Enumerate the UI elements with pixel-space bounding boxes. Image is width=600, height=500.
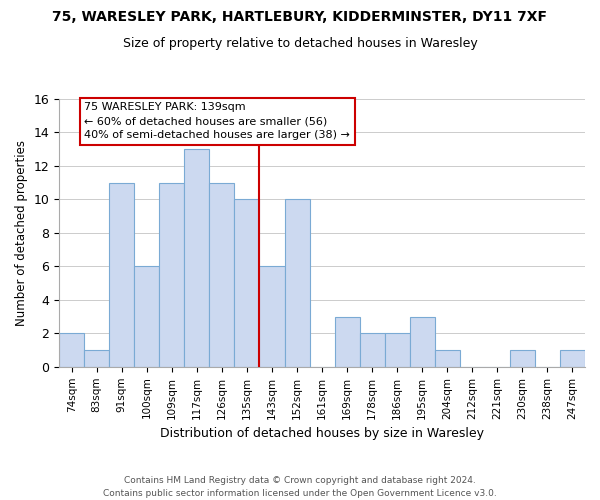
Bar [184,149,209,367]
Bar [385,334,410,367]
Text: 75, WARESLEY PARK, HARTLEBURY, KIDDERMINSTER, DY11 7XF: 75, WARESLEY PARK, HARTLEBURY, KIDDERMIN… [53,10,548,24]
Bar [560,350,585,367]
Bar [410,316,435,367]
Text: Contains HM Land Registry data © Crown copyright and database right 2024.
Contai: Contains HM Land Registry data © Crown c… [103,476,497,498]
Bar [109,182,134,367]
Bar [359,334,385,367]
Bar [435,350,460,367]
Text: Size of property relative to detached houses in Waresley: Size of property relative to detached ho… [122,38,478,51]
Bar [235,200,259,367]
Bar [160,182,184,367]
Bar [84,350,109,367]
Bar [259,266,284,367]
Text: 75 WARESLEY PARK: 139sqm
← 60% of detached houses are smaller (56)
40% of semi-d: 75 WARESLEY PARK: 139sqm ← 60% of detach… [84,102,350,141]
Bar [510,350,535,367]
X-axis label: Distribution of detached houses by size in Waresley: Distribution of detached houses by size … [160,427,484,440]
Bar [284,200,310,367]
Bar [335,316,359,367]
Bar [134,266,160,367]
Bar [59,334,84,367]
Bar [209,182,235,367]
Y-axis label: Number of detached properties: Number of detached properties [15,140,28,326]
